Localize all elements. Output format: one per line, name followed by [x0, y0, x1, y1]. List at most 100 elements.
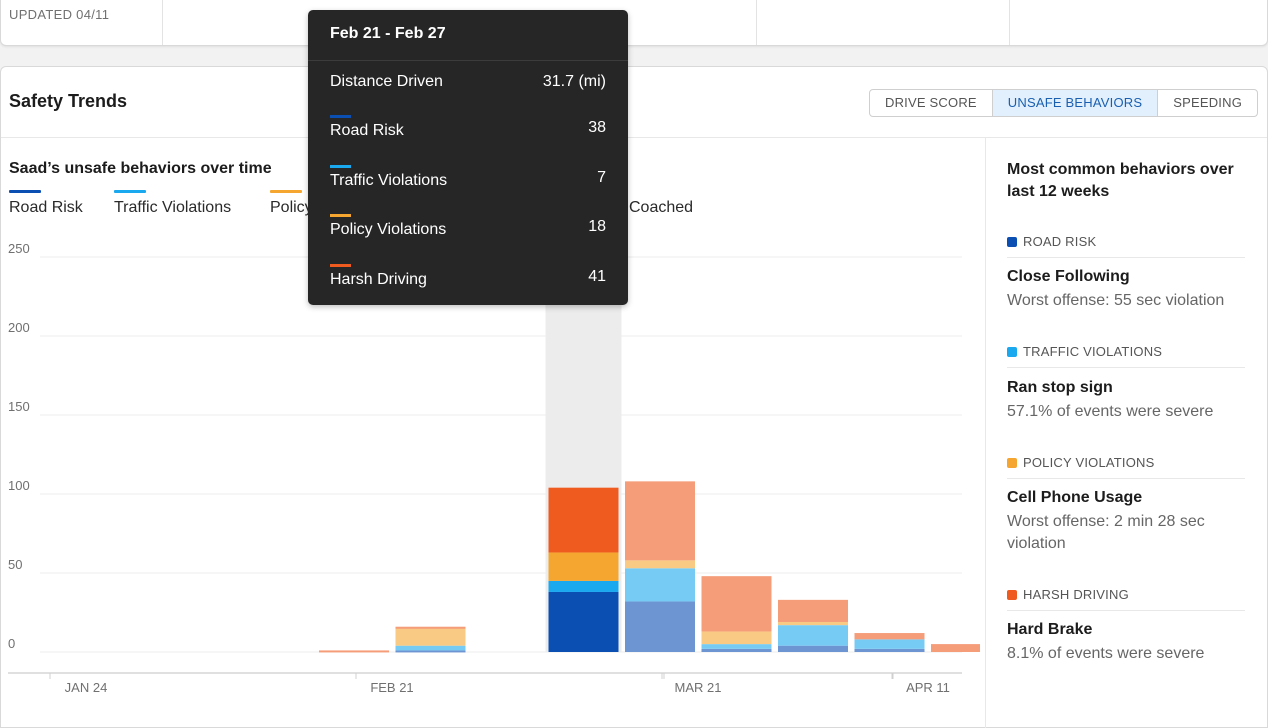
legend-label: Traffic Violations: [114, 199, 232, 216]
side-category-policy-violations: POLICY VIOLATIONS: [1007, 455, 1155, 470]
x-tick-label: APR 11: [906, 680, 950, 695]
behavior-name: Cell Phone Usage: [1007, 489, 1143, 506]
tooltip-label: Policy Violations: [330, 221, 447, 238]
side-divider: [1007, 478, 1245, 479]
summary-divider: [162, 0, 163, 45]
legend-swatch: [270, 190, 302, 193]
tab-unsafe-behaviors[interactable]: UNSAFE BEHAVIORS: [992, 90, 1159, 116]
tooltip-value: 31.7 (mi): [542, 73, 606, 90]
category-label: ROAD RISK: [1023, 234, 1097, 249]
tooltip-value: 41: [588, 268, 606, 285]
stacked-bar-chart: 0 50 100 150 200 250 JAN 24 FEB 21 MAR 21 APR 11: [8, 241, 980, 695]
tooltip-swatch: [330, 214, 351, 217]
tooltip-value: 7: [597, 169, 606, 186]
tooltip-swatch: [330, 165, 351, 168]
updated-label: UPDATED 04/11: [9, 7, 110, 22]
side-category-road-risk: ROAD RISK: [1007, 234, 1096, 249]
bar-segment: [548, 591, 619, 652]
bar-segment: [319, 650, 389, 653]
bar-segment: [625, 481, 695, 561]
header-divider: [1, 137, 1267, 138]
behavior-name: Ran stop sign: [1007, 379, 1113, 396]
bar-segment: [625, 560, 695, 569]
tab-drive-score[interactable]: DRIVE SCORE: [870, 90, 993, 116]
view-tabs: DRIVE SCORE UNSAFE BEHAVIORS SPEEDING: [869, 89, 1259, 117]
behavior-name: Hard Brake: [1007, 621, 1093, 638]
category-square-icon: [1007, 589, 1017, 600]
behavior-name: Close Following: [1007, 268, 1130, 285]
bar-segment: [854, 639, 925, 649]
legend-policy-violations[interactable]: Policy: [270, 190, 313, 217]
bar-segment: [395, 650, 466, 653]
category-square-icon: [1007, 346, 1017, 357]
behavior-desc: Worst offense: 55 sec violation: [1007, 292, 1225, 309]
bar-segment: [548, 552, 619, 581]
tooltip-swatch: [330, 264, 351, 267]
summary-divider: [756, 0, 757, 45]
y-tick-label: 50: [8, 557, 22, 572]
tooltip-divider: [308, 60, 628, 61]
bar-segment: [395, 626, 466, 629]
behavior-desc: 8.1% of events were severe: [1007, 645, 1205, 662]
bar-segment: [395, 628, 466, 646]
bar-segment: [548, 580, 619, 592]
panel-divider: [985, 138, 986, 728]
y-tick-label: 0: [8, 636, 15, 651]
legend-coached[interactable]: Coached: [629, 190, 693, 217]
side-category-harsh-driving: HARSH DRIVING: [1007, 587, 1129, 602]
card-title: Safety Trends: [9, 91, 128, 111]
tooltip-label: Road Risk: [330, 122, 404, 139]
tooltip-swatch: [330, 115, 351, 118]
tooltip-value: 38: [588, 119, 606, 136]
tooltip-label: Traffic Violations: [330, 172, 448, 189]
x-tick-label: FEB 21: [370, 680, 413, 695]
chart-title: Saad’s unsafe behaviors over time: [9, 160, 272, 177]
tooltip-label: Distance Driven: [330, 73, 443, 90]
bar-segment: [395, 645, 466, 651]
legend-label: Coached: [629, 199, 694, 216]
x-tick-label: JAN 24: [65, 680, 108, 695]
category-label: TRAFFIC VIOLATIONS: [1023, 344, 1163, 359]
bar-segment: [548, 487, 619, 553]
bar-segment: [701, 644, 772, 649]
tooltip-value: 18: [588, 218, 606, 235]
bar-segment: [778, 645, 848, 652]
side-panel-title: Most common behaviors over last 12 weeks: [1007, 161, 1234, 200]
category-label: POLICY VIOLATIONS: [1023, 455, 1155, 470]
y-tick-label: 150: [8, 399, 30, 414]
legend-road-risk[interactable]: Road Risk: [9, 190, 83, 217]
bar-segment: [778, 599, 848, 622]
tab-speeding[interactable]: SPEEDING: [1173, 95, 1243, 110]
tooltip-title: Feb 21 - Feb 27: [330, 25, 446, 42]
legend-label: Policy: [270, 199, 313, 216]
side-divider: [1007, 610, 1245, 611]
bar-segment: [625, 601, 695, 652]
bar-segment: [854, 633, 925, 640]
category-square-icon: [1007, 236, 1017, 247]
tooltip-label: Harsh Driving: [330, 271, 427, 288]
x-tick-label: MAR 21: [675, 680, 722, 695]
side-divider: [1007, 257, 1245, 258]
legend-label: Road Risk: [9, 199, 83, 216]
legend-swatch: [629, 190, 661, 193]
side-divider: [1007, 367, 1245, 368]
legend-swatch: [9, 190, 41, 193]
bar-segment: [625, 568, 695, 602]
y-tick-label: 200: [8, 320, 30, 335]
bar-segment: [701, 631, 772, 645]
bar-segment: [778, 621, 848, 626]
behavior-desc: Worst offense: 2 min 28 sec violation: [1007, 513, 1205, 552]
bar-segment: [854, 648, 925, 652]
side-category-traffic-violations: TRAFFIC VIOLATIONS: [1007, 344, 1162, 359]
bar-segment: [701, 648, 772, 652]
bar-segment: [701, 576, 772, 632]
legend-swatch: [114, 190, 146, 193]
chart-tooltip: Feb 21 - Feb 27 Distance Driven 31.7 (mi…: [308, 10, 628, 305]
summary-divider: [1009, 0, 1010, 45]
behavior-desc: 57.1% of events were severe: [1007, 403, 1214, 420]
bar-segment: [931, 644, 980, 652]
legend-traffic-violations[interactable]: Traffic Violations: [114, 190, 231, 217]
y-tick-label: 250: [8, 241, 30, 256]
y-tick-label: 100: [8, 478, 30, 493]
category-square-icon: [1007, 457, 1017, 468]
